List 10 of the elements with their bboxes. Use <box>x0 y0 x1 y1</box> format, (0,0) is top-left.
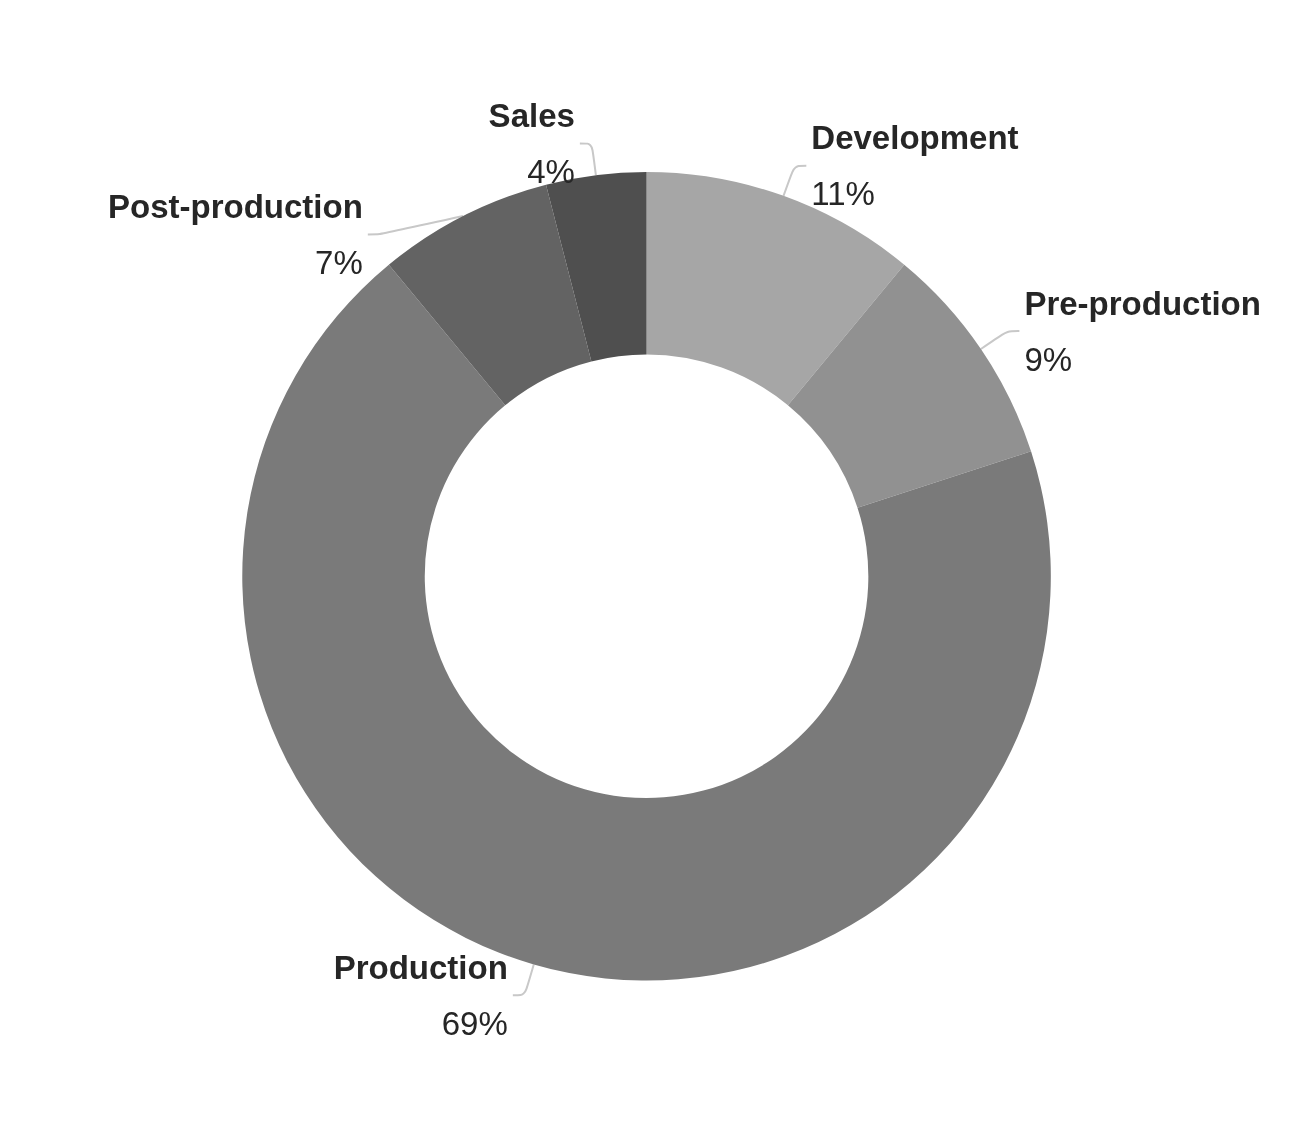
data-label: 9% <box>1024 340 1073 378</box>
data-label: 69% <box>441 1004 508 1042</box>
data-label: 4% <box>527 152 575 190</box>
slice-label: Post-production <box>108 187 363 225</box>
data-label: 11% <box>811 175 875 213</box>
slice-label: Development <box>811 119 1019 157</box>
slice-label: Production <box>333 948 508 986</box>
data-label: 7% <box>315 243 363 281</box>
slice-label: Sales <box>488 96 575 134</box>
slice-label: Pre-production <box>1024 284 1261 322</box>
